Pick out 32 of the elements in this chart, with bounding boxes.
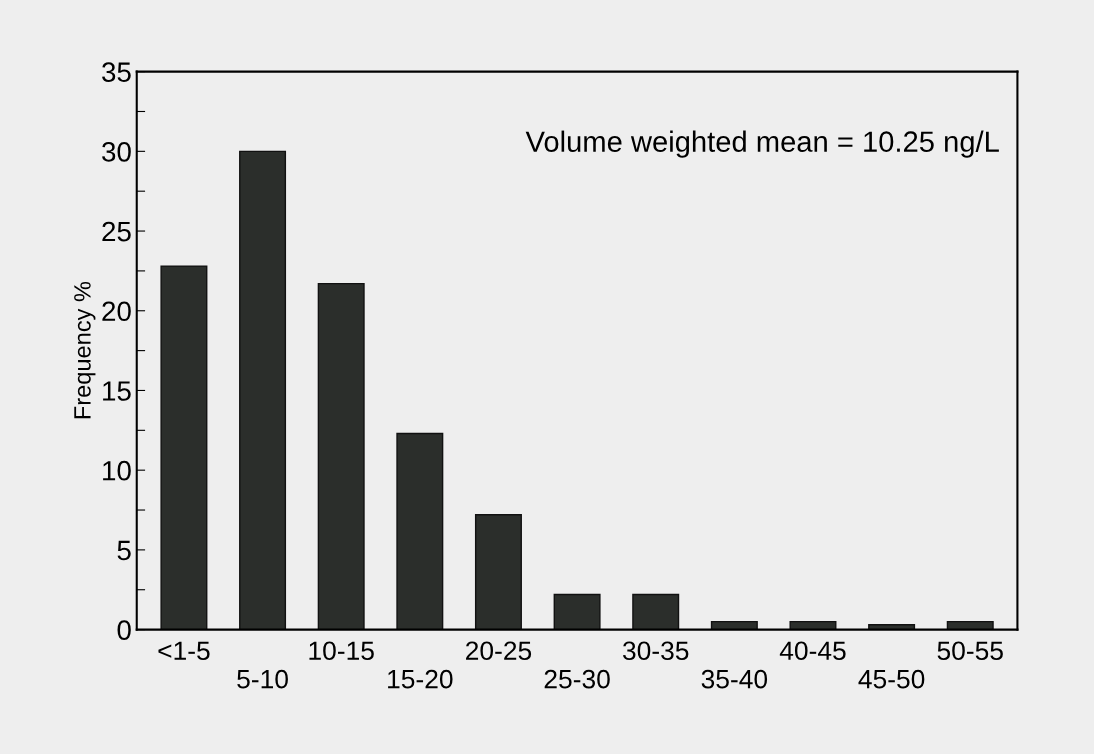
y-tick-label: 5	[117, 540, 131, 561]
x-tick-label: 40-45	[779, 641, 846, 661]
y-tick-label: 35	[102, 62, 131, 82]
x-tick-label: 15-20	[388, 669, 453, 689]
x-tick-label: <1-5	[158, 641, 210, 661]
x-tick-label: 25-30	[544, 669, 610, 689]
x-tick-label: 20-25	[466, 641, 532, 661]
bar	[239, 150, 287, 630]
y-tick-label: 30	[102, 142, 131, 162]
x-tick-label: 10-15	[309, 641, 374, 661]
y-tick-label: 15	[103, 381, 131, 401]
bar	[474, 514, 522, 630]
bar	[317, 282, 365, 630]
y-axis-title: Frequency %	[74, 281, 96, 419]
bar	[946, 620, 994, 630]
y-tick-label: 10	[103, 460, 131, 481]
y-tick-label: 20	[102, 301, 131, 322]
y-tick-label: 0	[117, 620, 131, 640]
x-tick-label: 35-40	[701, 669, 768, 689]
bar	[632, 593, 680, 630]
bar	[160, 265, 208, 630]
bar	[396, 432, 444, 630]
bar	[789, 620, 837, 630]
bar	[553, 593, 601, 630]
bar	[710, 620, 758, 630]
x-tick-label: 30-35	[622, 641, 689, 661]
annotation: Volume weighted mean = 10.25 ng/L	[525, 130, 999, 158]
y-tick-label: 25	[102, 221, 131, 242]
x-tick-label: 45-50	[858, 669, 925, 689]
x-tick-label: 5-10	[237, 669, 288, 689]
bar	[868, 624, 916, 630]
x-tick-label: 50-55	[937, 641, 1003, 661]
